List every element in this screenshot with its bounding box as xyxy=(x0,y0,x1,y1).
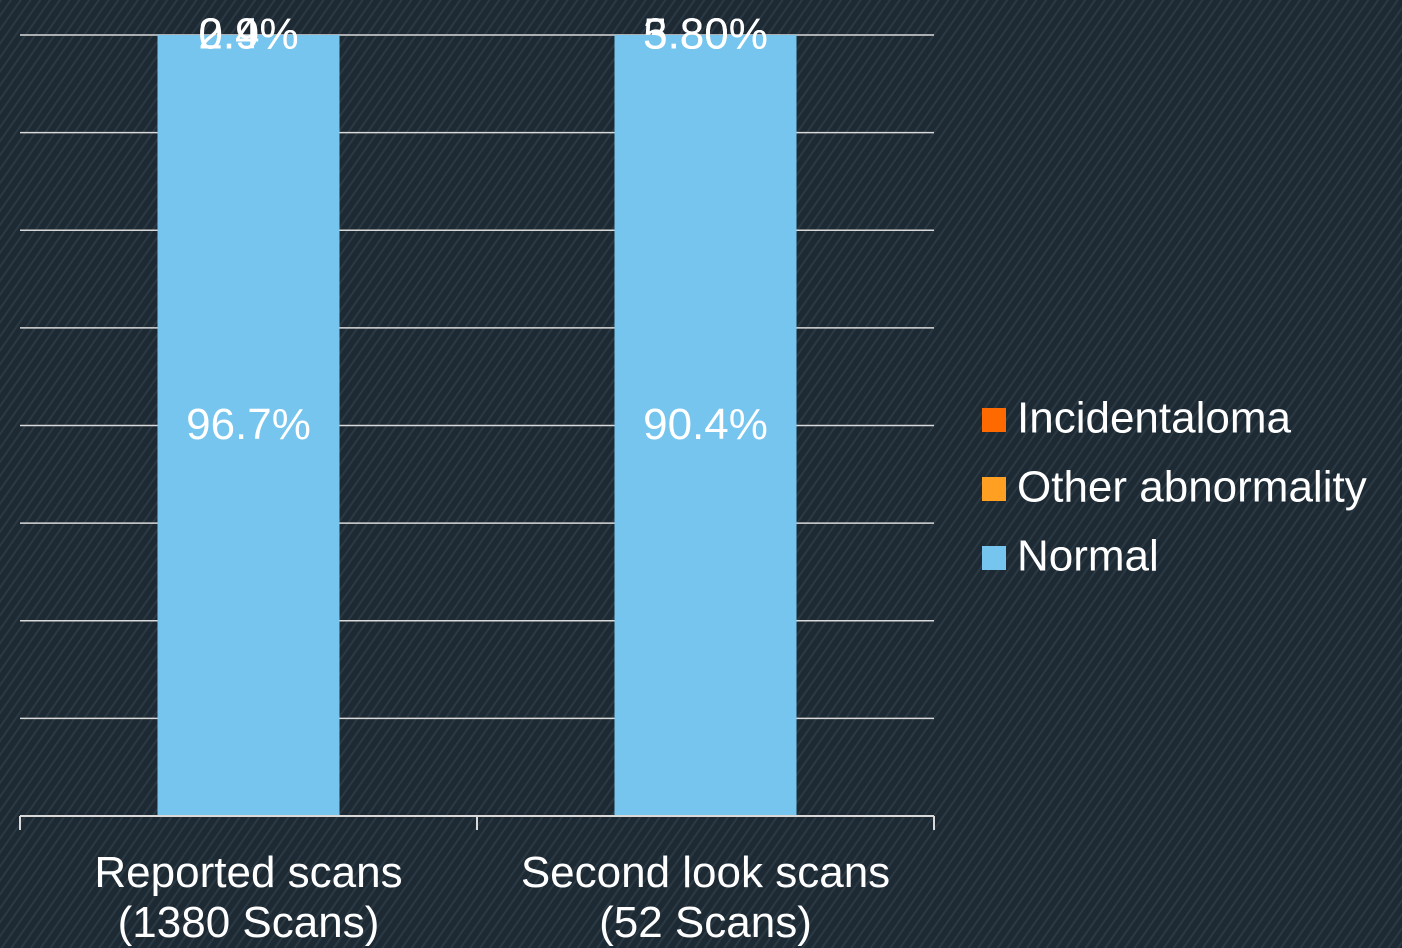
legend-label: Incidentaloma xyxy=(1017,394,1291,443)
legend-swatch xyxy=(982,477,1006,501)
data-label: 96.7% xyxy=(186,400,311,449)
data-label: 90.4% xyxy=(643,400,768,449)
x-tick-label: Reported scans (1380 Scans) xyxy=(94,848,403,947)
data-label: 5.80% xyxy=(643,10,768,59)
legend-label: Normal xyxy=(1017,532,1159,581)
data-label: 3.80% xyxy=(643,10,768,59)
bar-segment xyxy=(614,35,797,816)
data-label: 0.9% xyxy=(198,10,298,59)
x-tick-label: Second look scans (52 Scans) xyxy=(520,848,891,947)
legend-swatch xyxy=(982,408,1006,432)
data-label: 2.4% xyxy=(198,10,298,59)
legend-swatch xyxy=(982,546,1006,570)
legend-label: Other abnormality xyxy=(1017,463,1367,512)
bar-segment xyxy=(157,35,340,816)
